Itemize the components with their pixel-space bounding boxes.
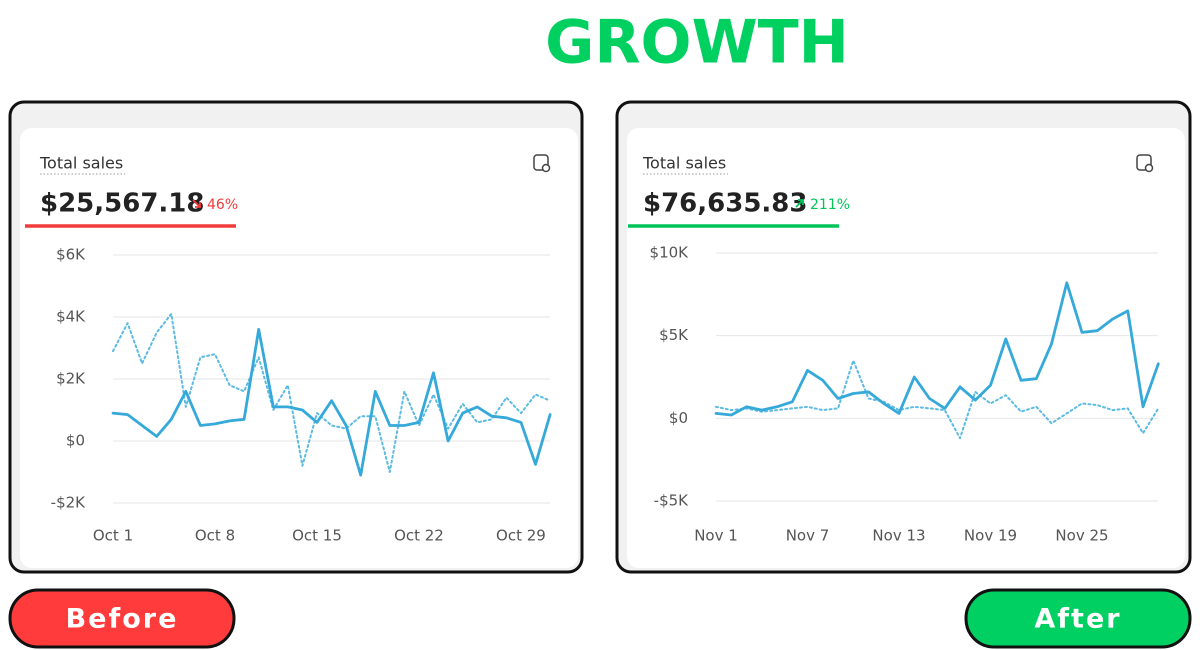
y-tick-label: $0 — [669, 409, 688, 427]
x-tick-label: Oct 1 — [93, 527, 133, 545]
sales-line — [714, 281, 1160, 417]
report-icon — [541, 163, 551, 173]
y-tick-label: $6K — [56, 246, 86, 264]
card — [20, 128, 578, 568]
total: $25,567.18 — [40, 189, 204, 219]
x-tick-label: Nov 25 — [1055, 527, 1108, 545]
headline: GROWTH — [545, 8, 849, 78]
change: 46% — [207, 197, 238, 213]
card-title: Total sales — [642, 154, 726, 173]
report-icon — [1136, 154, 1152, 171]
x-tick-label: Nov 13 — [872, 527, 925, 545]
x-tick-label: Nov 1 — [694, 527, 738, 545]
y-tick-label: $5K — [659, 326, 689, 344]
x-tick-label: Nov 19 — [964, 527, 1017, 545]
x-tick-label: Oct 22 — [394, 527, 444, 545]
badge-label: Before — [66, 604, 179, 635]
x-tick-label: Oct 8 — [195, 527, 235, 545]
y-tick-label: -$2K — [51, 494, 86, 512]
y-tick-label: $0 — [66, 432, 85, 450]
comparison-line — [112, 312, 552, 473]
y-tick-label: -$5K — [654, 492, 689, 510]
total: $76,635.83 — [643, 189, 807, 219]
badge-label: After — [1034, 604, 1121, 635]
y-tick-label: $10K — [650, 244, 690, 262]
comparison-line — [715, 359, 1160, 440]
trend-arrow — [192, 199, 201, 208]
badge — [964, 588, 1192, 649]
x-tick-label: Oct 15 — [292, 527, 342, 545]
y-tick-label: $4K — [56, 308, 86, 326]
report-icon — [533, 154, 549, 171]
x-tick-label: Oct 29 — [496, 527, 546, 545]
badge — [8, 588, 236, 649]
x-tick-label: Nov 7 — [786, 527, 830, 545]
card-title: Total sales — [39, 154, 123, 173]
y-tick-label: $2K — [56, 370, 86, 388]
sales-line — [111, 328, 552, 477]
report-icon — [1144, 163, 1154, 173]
card — [627, 128, 1185, 568]
trend-arrow — [795, 199, 804, 208]
change: 211% — [810, 197, 850, 213]
